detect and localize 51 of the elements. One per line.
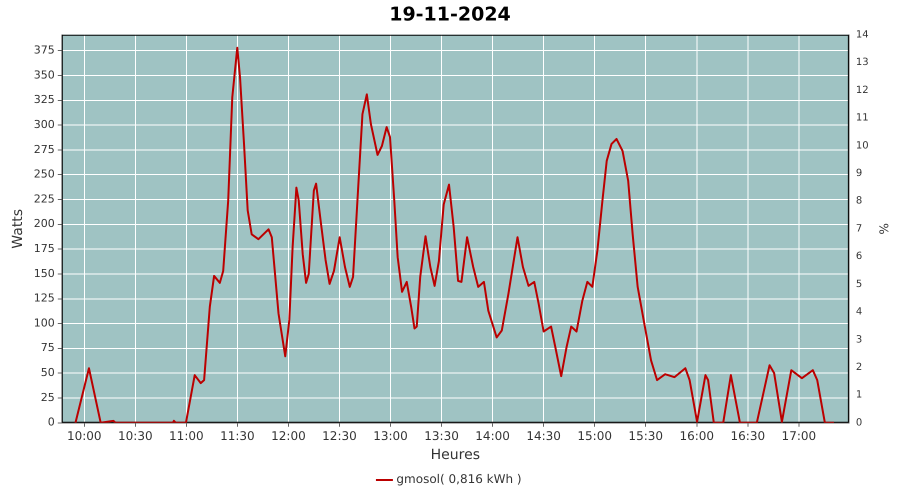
y2-tick-label: 6 bbox=[856, 251, 862, 262]
y2-tick-label: 14 bbox=[856, 29, 869, 40]
x-tick-label: 13:30 bbox=[424, 429, 459, 444]
y-tick-label: 0 bbox=[48, 416, 55, 429]
y-tick-label: 125 bbox=[34, 292, 55, 305]
y-tick-label: 350 bbox=[34, 68, 55, 82]
y-tick-label: 150 bbox=[34, 266, 55, 280]
y-tick-label: 300 bbox=[34, 118, 55, 131]
y2-tick-label: 2 bbox=[856, 362, 862, 373]
x-tick-label: 12:30 bbox=[322, 429, 357, 444]
x-tick-label: 15:30 bbox=[628, 429, 664, 444]
y-tick-label: 75 bbox=[40, 341, 55, 354]
x-tick-label: 14:00 bbox=[475, 429, 510, 444]
chart-title: 19-11-2024 bbox=[389, 3, 511, 26]
y2-tick-label: 5 bbox=[856, 278, 862, 290]
y2-tick-label: 13 bbox=[856, 57, 869, 68]
y2-tick-label: 3 bbox=[856, 334, 862, 346]
x-axis-title: Heures bbox=[430, 447, 480, 464]
y-tick-label: 275 bbox=[34, 142, 55, 156]
y-tick-label: 25 bbox=[40, 390, 55, 404]
y2-tick-label: 1 bbox=[856, 390, 862, 401]
x-tick-label: 11:30 bbox=[220, 429, 255, 444]
y-tick-label: 175 bbox=[34, 242, 55, 255]
y2-tick-label: 8 bbox=[856, 196, 862, 207]
y2-tick-label: 0 bbox=[856, 417, 862, 428]
x-tick-label: 10:30 bbox=[118, 429, 153, 444]
y2-tick-label: 4 bbox=[856, 306, 862, 318]
y2-tick-label: 7 bbox=[856, 223, 862, 234]
y2-tick-label: 9 bbox=[856, 168, 862, 179]
x-tick-label: 16:30 bbox=[730, 429, 766, 444]
y-tick-label: 200 bbox=[34, 217, 55, 230]
legend-label: gmosol( 0,816 kWh ) bbox=[396, 472, 522, 486]
y2-axis-title: % bbox=[876, 223, 891, 235]
x-tick-label: 14:30 bbox=[526, 429, 561, 444]
y-tick-label: 50 bbox=[40, 366, 55, 380]
y2-tick-label: 10 bbox=[856, 140, 869, 152]
y-tick-label: 325 bbox=[34, 93, 55, 106]
x-tick-label: 12:00 bbox=[271, 429, 306, 444]
x-tick-label: 15:00 bbox=[577, 429, 612, 444]
y-tick-label: 250 bbox=[34, 168, 55, 181]
y-tick-label: 225 bbox=[34, 192, 55, 206]
y2-tick-label: 12 bbox=[856, 84, 869, 96]
x-tick-label: 11:00 bbox=[169, 429, 204, 444]
x-tick-label: 16:00 bbox=[679, 429, 714, 444]
y2-tick-label: 11 bbox=[856, 112, 869, 124]
y-tick-label: 100 bbox=[34, 316, 55, 330]
x-tick-label: 13:00 bbox=[373, 429, 408, 444]
y-axis-title: Watts bbox=[10, 208, 26, 249]
x-tick-label: 10:00 bbox=[66, 429, 102, 444]
x-tick-label: 17:00 bbox=[782, 429, 816, 444]
y-tick-label: 375 bbox=[34, 44, 55, 57]
